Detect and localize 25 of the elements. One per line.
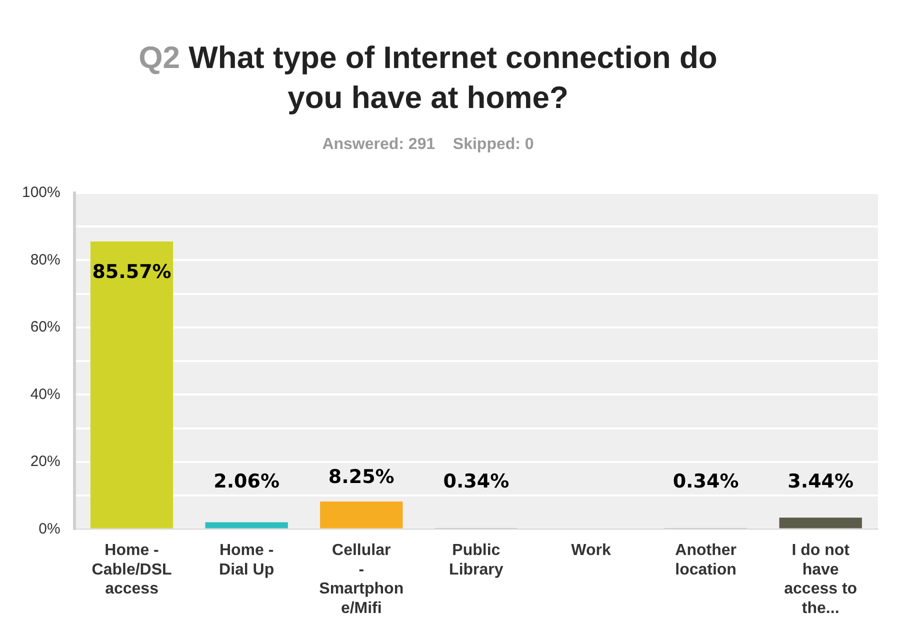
x-tick-label: Cellular - Smartphone/Mifi [319, 542, 404, 617]
bar [90, 242, 174, 528]
bar [320, 501, 403, 528]
chart-subtitle: Answered: 291 Skipped: 0 [321, 136, 535, 154]
y-tick-label: 40% [30, 386, 60, 403]
x-tick-label: Public Library [449, 542, 504, 578]
x-tick-label: Another location [675, 542, 736, 578]
y-tick-label: 20% [30, 453, 60, 470]
data-label: 0.34% [443, 470, 510, 493]
data-label: 0.34% [672, 470, 739, 493]
data-label: 2.06% [214, 470, 280, 493]
y-tick-label: 0% [38, 520, 60, 538]
x-tick-label: I do not have access to the... [784, 542, 858, 617]
y-tick-label: 60% [30, 318, 60, 336]
data-label: 85.57% [92, 260, 172, 283]
y-tick-label: 80% [30, 251, 60, 268]
y-tick-label: 100% [22, 184, 60, 202]
chart-title: Q2 What type of Internet connection do you have at home? [138, 40, 718, 115]
bar [205, 522, 288, 528]
data-label: 8.25% [328, 466, 394, 488]
data-label: 3.44% [788, 470, 854, 493]
bar [779, 518, 862, 528]
x-tick-label: Work [571, 542, 611, 560]
x-tick-label: Home - Cable/DSL access [92, 542, 172, 598]
x-tick-label: Home - Dial Up [219, 542, 274, 578]
